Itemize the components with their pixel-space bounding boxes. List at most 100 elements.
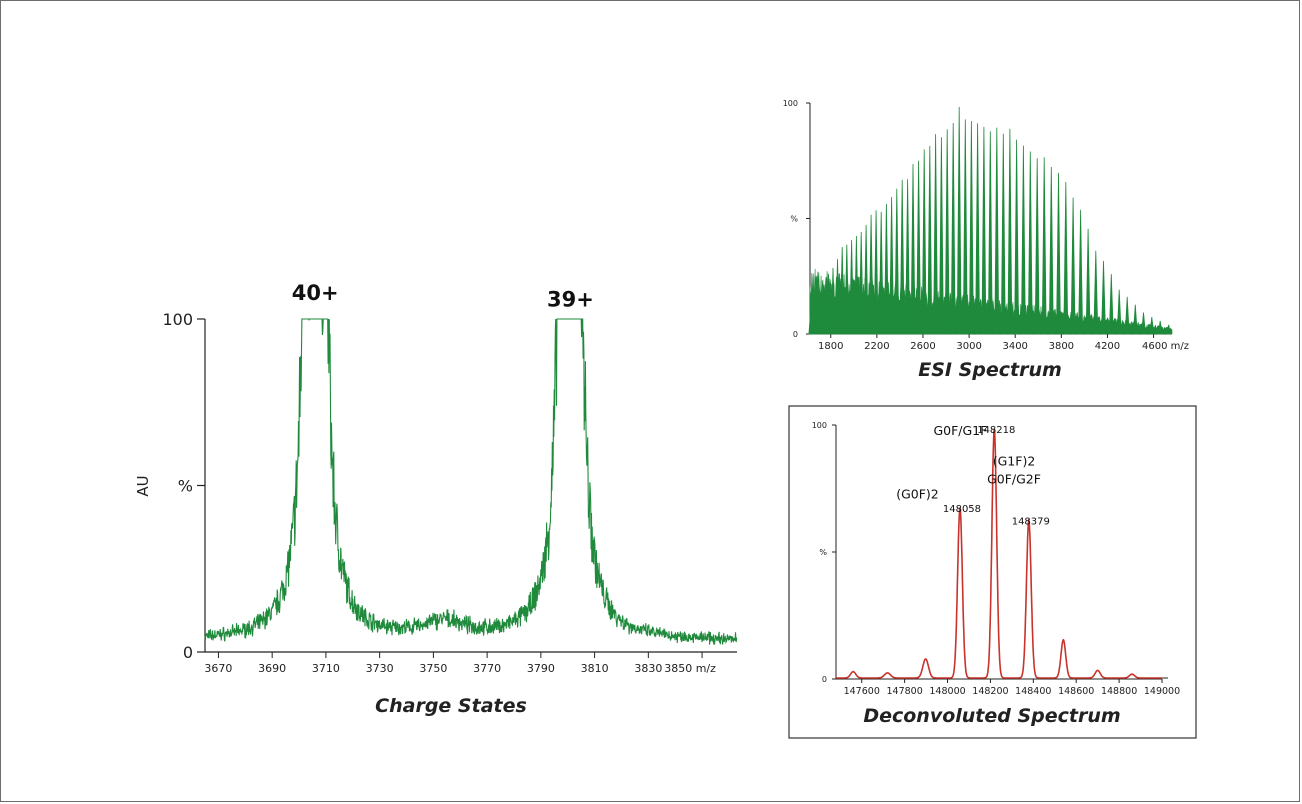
- esi-peak: [987, 131, 993, 335]
- deconvoluted-data-labels: 148058 148218 148379: [943, 425, 1050, 527]
- esi-peak: [1007, 128, 1013, 335]
- x-tick-label: 147800: [886, 686, 922, 697]
- esi-peak: [826, 273, 831, 335]
- x-tick-label: 4200: [1095, 341, 1120, 352]
- charge-states-extra-y-label: AU: [134, 475, 152, 496]
- x-tick-label: 148800: [1101, 686, 1137, 697]
- x-tick-label: 4600 m/z: [1142, 341, 1189, 352]
- esi-peak: [962, 119, 968, 335]
- y-tick-label: 0: [822, 675, 827, 684]
- glycoform-label: (G1F)2: [993, 454, 1036, 469]
- x-tick-label: 3800: [1049, 341, 1074, 352]
- esi-peak: [1048, 166, 1054, 335]
- esi-peak: [1063, 181, 1069, 335]
- esi-title: ESI Spectrum: [918, 359, 1062, 381]
- esi-peak: [910, 163, 916, 335]
- x-tick-label: 148400: [1015, 686, 1051, 697]
- esi-peak: [858, 231, 864, 335]
- peak-mass-label: 148058: [943, 504, 981, 515]
- esi-peak: [883, 203, 889, 335]
- charge-states-x-ticks: 3670 3690 3710 3730 3750 3770 3790 3810 3830 3850…: [204, 652, 716, 675]
- x-tick-label: 3710: [312, 662, 340, 675]
- esi-x-ticks: 1800 2200 2600 3000 3400 3800 4200 4600 m/z: [818, 334, 1189, 352]
- esi-peak: [849, 239, 855, 335]
- esi-peak: [944, 129, 950, 335]
- charge-state-label: 39+: [547, 288, 594, 312]
- x-tick-label: 1800: [818, 341, 843, 352]
- esi-peak: [938, 137, 944, 335]
- x-tick-label: 148600: [1058, 686, 1094, 697]
- deconvoluted-y-ticks: 0% 100: [812, 421, 836, 684]
- esi-peak: [905, 179, 911, 335]
- esi-peak: [1124, 296, 1130, 335]
- esi-peak: [821, 284, 827, 335]
- x-tick-label: 3670: [204, 662, 232, 675]
- glycoform-label: G0F/G2F: [987, 471, 1041, 486]
- esi-peak: [868, 214, 874, 335]
- glycoform-label: G0F/G1F: [933, 423, 987, 438]
- esi-peak: [830, 267, 836, 335]
- deconvoluted-x-ticks: 147600 147800 148000 148200 148400 148600 1488…: [844, 679, 1180, 697]
- esi-peak: [1085, 228, 1091, 335]
- esi-peak: [968, 120, 974, 335]
- x-tick-label: 149000: [1144, 686, 1180, 697]
- esi-peak: [844, 244, 850, 335]
- esi-peak: [894, 188, 900, 335]
- esi-peak: [1116, 289, 1122, 335]
- y-tick-label: %: [819, 548, 827, 557]
- glycoform-label: (G0F)2: [896, 487, 939, 502]
- charge-states-chart: 0% 100 3670 3690 3710 3730 3750 3770 3790 3810 38…: [134, 281, 738, 717]
- esi-peak: [817, 291, 823, 335]
- esi-y-ticks: 0% 100: [783, 99, 810, 339]
- esi-peak: [1101, 260, 1106, 335]
- esi-peak: [808, 307, 814, 335]
- esi-peak: [1157, 320, 1163, 335]
- esi-peak: [1108, 274, 1114, 335]
- y-tick-label: 100: [812, 421, 827, 430]
- esi-peak: [1078, 209, 1084, 335]
- esi-peak: [921, 149, 927, 335]
- x-tick-label: 3850 m/z: [664, 662, 716, 675]
- esi-peak: [1093, 250, 1099, 335]
- charge-state-label: 40+: [292, 281, 339, 305]
- esi-peak: [1056, 172, 1061, 335]
- deconvoluted-trace: [836, 428, 1162, 679]
- esi-spectrum-chart: 0% 100 1800 2200 2600 3000 3400 3800 4200 4600 m…: [783, 99, 1189, 381]
- esi-peak: [975, 123, 981, 335]
- esi-peak: [878, 211, 884, 335]
- charge-states-trace: [204, 318, 738, 645]
- esi-peak: [1149, 316, 1155, 335]
- x-tick-label: 3790: [527, 662, 555, 675]
- esi-peak: [1020, 145, 1026, 335]
- y-tick-label: 100: [783, 99, 798, 108]
- x-tick-label: 3000: [956, 341, 981, 352]
- esi-peak: [1000, 133, 1006, 335]
- x-tick-label: 2200: [864, 341, 889, 352]
- esi-peak: [812, 299, 818, 335]
- esi-peak: [873, 210, 879, 335]
- esi-peak: [889, 196, 895, 335]
- esi-peak: [1027, 151, 1033, 335]
- x-tick-label: 148200: [972, 686, 1008, 697]
- charge-states-y-ticks: 0% 100: [162, 310, 205, 662]
- deconvoluted-spectrum-chart: 0% 100 147600 147800 148000 148200 148400 1486…: [788, 405, 1197, 739]
- esi-peak: [1166, 324, 1172, 335]
- esi-peak: [899, 179, 905, 335]
- y-tick-label: 0: [183, 643, 193, 662]
- x-tick-label: 148000: [929, 686, 965, 697]
- y-tick-label: %: [790, 215, 798, 224]
- x-tick-label: 2600: [910, 341, 935, 352]
- deconvoluted-glycoform-labels: G0F/G1F (G0F)2 (G1F)2 G0F/G2F: [896, 423, 1041, 502]
- charge-states-title: Charge States: [375, 695, 527, 717]
- esi-peaks: [808, 106, 1173, 335]
- esi-peak: [1041, 157, 1047, 335]
- deconvoluted-title: Deconvoluted Spectrum: [863, 705, 1120, 727]
- esi-peak: [1141, 312, 1146, 335]
- esi-peak: [1070, 197, 1076, 335]
- x-tick-label: 3770: [473, 662, 501, 675]
- esi-peak: [916, 160, 922, 335]
- esi-peak: [839, 246, 845, 335]
- esi-peak: [927, 145, 933, 335]
